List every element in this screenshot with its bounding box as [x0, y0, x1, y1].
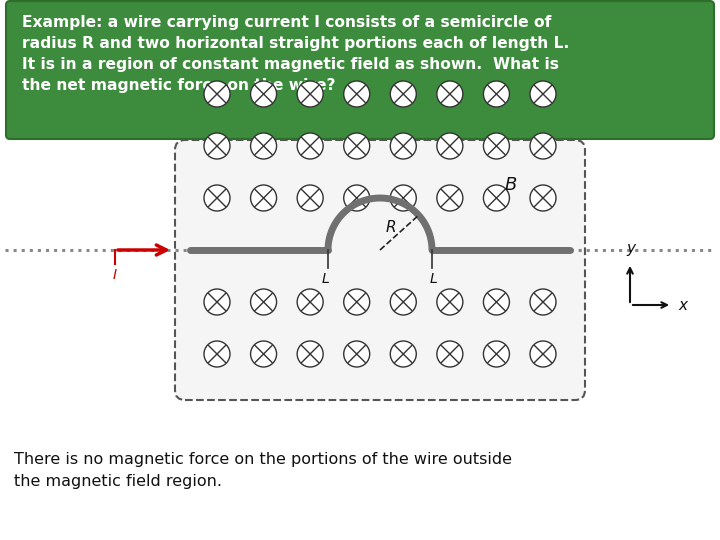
Circle shape: [297, 133, 323, 159]
Circle shape: [437, 289, 463, 315]
Text: B: B: [505, 176, 518, 194]
Text: L: L: [322, 272, 330, 286]
Circle shape: [530, 133, 556, 159]
Circle shape: [483, 185, 510, 211]
Text: y: y: [626, 241, 636, 256]
Circle shape: [390, 133, 416, 159]
Text: I: I: [113, 268, 117, 282]
Circle shape: [297, 289, 323, 315]
Circle shape: [297, 81, 323, 107]
Circle shape: [343, 133, 369, 159]
Circle shape: [343, 341, 369, 367]
Circle shape: [251, 341, 276, 367]
Circle shape: [530, 81, 556, 107]
Text: Example: a wire carrying current I consists of a semicircle of
radius R and two : Example: a wire carrying current I consi…: [22, 15, 570, 93]
Circle shape: [251, 289, 276, 315]
Circle shape: [343, 81, 369, 107]
Circle shape: [483, 133, 510, 159]
Text: There is no magnetic force on the portions of the wire outside
the magnetic fiel: There is no magnetic force on the portio…: [14, 452, 512, 489]
Circle shape: [437, 81, 463, 107]
Circle shape: [390, 185, 416, 211]
Circle shape: [343, 289, 369, 315]
FancyBboxPatch shape: [6, 1, 714, 139]
Circle shape: [343, 185, 369, 211]
Circle shape: [297, 185, 323, 211]
Circle shape: [251, 185, 276, 211]
Circle shape: [390, 289, 416, 315]
Circle shape: [204, 133, 230, 159]
Circle shape: [530, 185, 556, 211]
Circle shape: [297, 341, 323, 367]
Circle shape: [437, 185, 463, 211]
Circle shape: [204, 81, 230, 107]
Circle shape: [390, 341, 416, 367]
Circle shape: [437, 133, 463, 159]
Circle shape: [483, 81, 510, 107]
Text: R: R: [386, 220, 397, 235]
Circle shape: [251, 133, 276, 159]
Circle shape: [204, 289, 230, 315]
Circle shape: [390, 81, 416, 107]
Text: L: L: [430, 272, 438, 286]
Circle shape: [437, 341, 463, 367]
Circle shape: [204, 341, 230, 367]
FancyBboxPatch shape: [175, 140, 585, 400]
Circle shape: [530, 289, 556, 315]
Circle shape: [530, 341, 556, 367]
Circle shape: [483, 341, 510, 367]
Circle shape: [204, 185, 230, 211]
Circle shape: [251, 81, 276, 107]
Text: x: x: [678, 298, 687, 313]
Circle shape: [483, 289, 510, 315]
